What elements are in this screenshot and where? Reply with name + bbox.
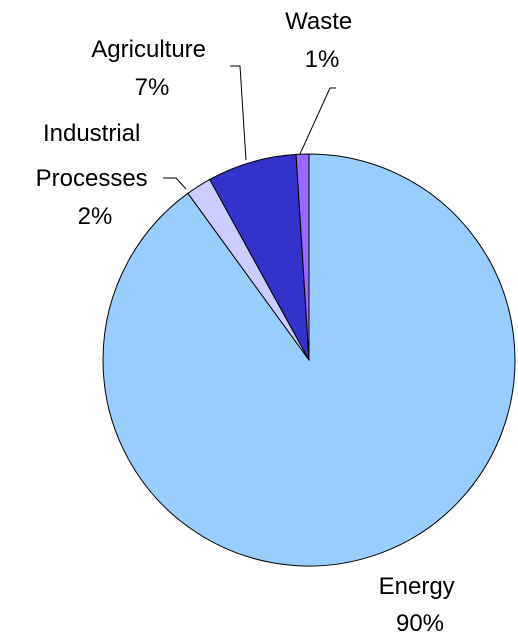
label-waste: Waste 1%	[285, 8, 359, 73]
leader-line-agriculture	[230, 65, 247, 161]
slice-waste	[295, 153, 310, 361]
label-agriculture: Agriculture 7%	[91, 36, 212, 101]
label-energy: Energy 90%	[379, 573, 462, 637]
leader-line-waste	[299, 87, 336, 155]
pie-slices	[102, 153, 516, 567]
label-industrial-processes: Industrial Processes 2%	[36, 120, 155, 230]
leader-line-industrial-processes	[163, 177, 187, 190]
